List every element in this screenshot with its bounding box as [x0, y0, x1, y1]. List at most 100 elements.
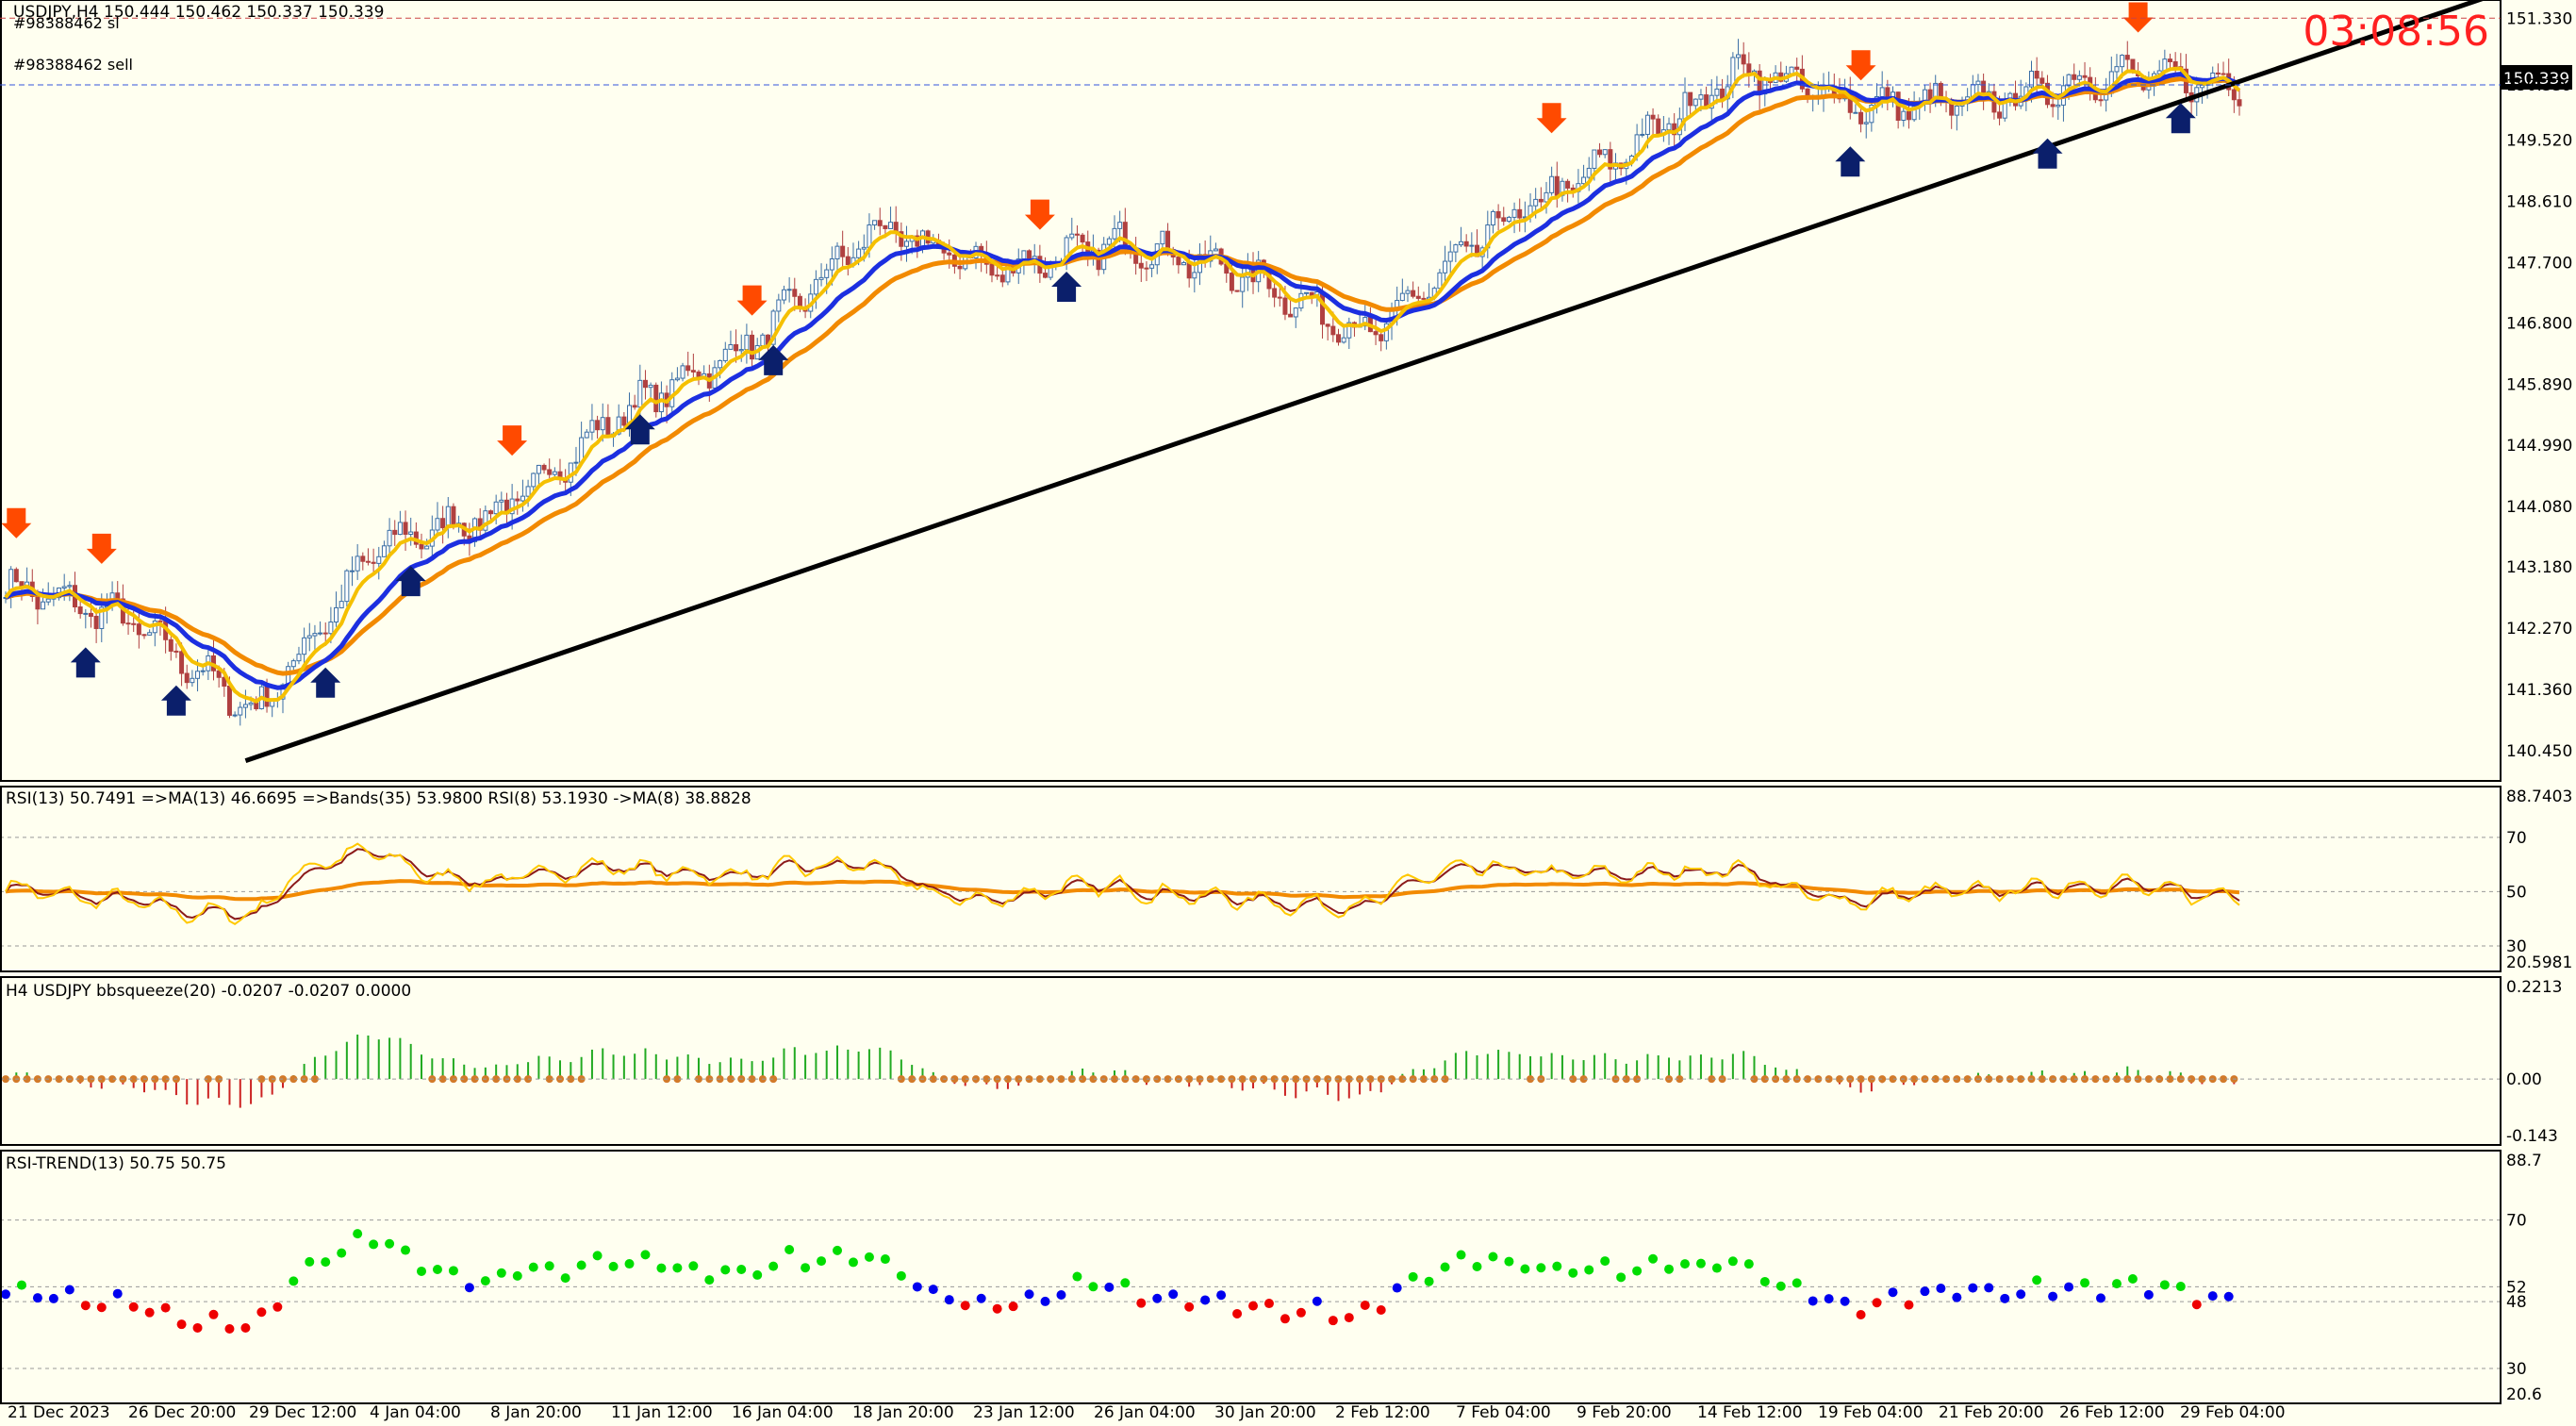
rsitrend-dot — [2064, 1282, 2074, 1292]
rsitrend-dot — [385, 1238, 395, 1249]
candle-body — [1240, 276, 1246, 292]
candle-body — [750, 334, 755, 360]
rsitrend-dot — [432, 1265, 442, 1275]
candle-body — [13, 569, 19, 583]
candle-body — [520, 495, 525, 502]
candle-body — [136, 623, 141, 636]
rsitrend-dot — [960, 1301, 970, 1311]
candle-body — [99, 606, 105, 629]
rsitrend-dot — [112, 1288, 123, 1299]
candle-body — [1602, 149, 1608, 156]
countdown-timer: 03:08:56 — [2303, 8, 2489, 56]
candle-body — [1746, 63, 1752, 74]
candle-body — [35, 595, 41, 610]
squeeze-dot — [108, 1075, 117, 1084]
rsitrend-dot — [1232, 1308, 1243, 1318]
candle-body — [637, 379, 643, 408]
rsitrend-dot — [480, 1276, 490, 1286]
squeeze-dot — [1985, 1075, 1993, 1084]
rsitrend-dot — [369, 1239, 379, 1250]
candle-body — [1581, 176, 1587, 185]
oscillator-tick-label: 52 — [2506, 1278, 2527, 1297]
candle-body — [67, 585, 73, 588]
candle-body — [381, 545, 387, 557]
candle-body — [1186, 262, 1192, 279]
rsitrend-dot — [2143, 1289, 2154, 1300]
candle-body — [1736, 54, 1742, 58]
candle-body — [1165, 230, 1171, 251]
rsi8-line — [5, 842, 2240, 925]
candle-body — [125, 622, 131, 625]
rsitrend-dot — [736, 1265, 747, 1275]
candle-body — [2221, 73, 2226, 75]
price-tick-label: 149.520 — [2506, 131, 2572, 150]
rsitrend-dot — [1040, 1296, 1050, 1306]
time-tick-label: 9 Feb 20:00 — [1577, 1403, 1672, 1422]
squeeze-dot — [2091, 1075, 2100, 1084]
squeeze-dot — [1857, 1075, 1865, 1084]
candle-body — [1277, 296, 1282, 299]
candle-body — [883, 224, 888, 229]
rsitrend-dot — [496, 1268, 506, 1278]
candle-body — [525, 486, 531, 497]
buy-arrow — [758, 344, 789, 375]
rsitrend-dot — [752, 1269, 763, 1280]
candle-body — [1021, 250, 1027, 260]
candle-body — [334, 606, 339, 623]
squeeze-dot — [1835, 1075, 1843, 1084]
rsitrend-dot — [880, 1254, 890, 1265]
rsitrend-dot — [401, 1245, 411, 1255]
time-tick-label: 26 Jan 04:00 — [1094, 1403, 1196, 1422]
candle-body — [845, 256, 850, 265]
candle-body — [1293, 307, 1298, 318]
price-tick-label: 147.700 — [2506, 254, 2572, 273]
rsitrend-dot — [1840, 1296, 1850, 1306]
candle-body — [1693, 98, 1698, 107]
squeeze-dot — [769, 1075, 778, 1084]
rsitrend-dot — [1376, 1305, 1386, 1316]
buy-arrow — [395, 566, 426, 597]
candle-body — [776, 299, 782, 312]
candle-body — [2167, 58, 2172, 62]
squeeze-dot — [1292, 1075, 1300, 1084]
squeeze-dot — [1142, 1075, 1150, 1084]
price-tick-label: 151.330 — [2506, 9, 2572, 28]
candle-body — [781, 289, 786, 301]
buy-arrow — [1835, 146, 1866, 177]
rsitrend-dot — [2095, 1293, 2105, 1303]
candle-body — [2028, 70, 2034, 88]
candle-body — [1698, 94, 1704, 100]
candle-body — [1714, 88, 1720, 96]
rsitrend-dot — [1648, 1253, 1659, 1264]
candle-body — [1447, 251, 1453, 262]
candle-body — [674, 377, 680, 381]
candle-body — [1335, 334, 1341, 343]
candle-body — [680, 365, 685, 379]
candle-body — [93, 615, 99, 629]
candle-body — [728, 344, 734, 350]
rsitrend-dot — [2016, 1289, 2026, 1300]
price-tick-label: 145.890 — [2506, 376, 2572, 395]
rsitrend-dot — [1679, 1259, 1690, 1269]
time-tick-label: 2 Feb 12:00 — [1335, 1403, 1430, 1422]
rsitrend-dot — [16, 1280, 26, 1290]
squeeze-dot — [289, 1075, 298, 1084]
rsitrend-dot — [833, 1245, 843, 1255]
rsitrend-dot — [2080, 1278, 2090, 1288]
candle-body — [995, 274, 1000, 277]
candle-body — [541, 464, 547, 471]
candle-body — [1544, 191, 1549, 203]
candle-body — [1069, 233, 1075, 239]
candle-body — [1176, 256, 1181, 266]
squeeze-dot — [310, 1075, 319, 1084]
rsitrend-dot — [848, 1257, 858, 1268]
squeeze-dot — [1057, 1075, 1065, 1084]
candle-body — [1586, 167, 1592, 178]
rsi-bands-line — [5, 879, 2240, 902]
rsitrend-label: RSI-TREND(13) 50.75 50.75 — [6, 1154, 226, 1173]
squeeze-dot — [1889, 1075, 1897, 1084]
candle-body — [1421, 297, 1427, 300]
candle-body — [2056, 104, 2061, 108]
